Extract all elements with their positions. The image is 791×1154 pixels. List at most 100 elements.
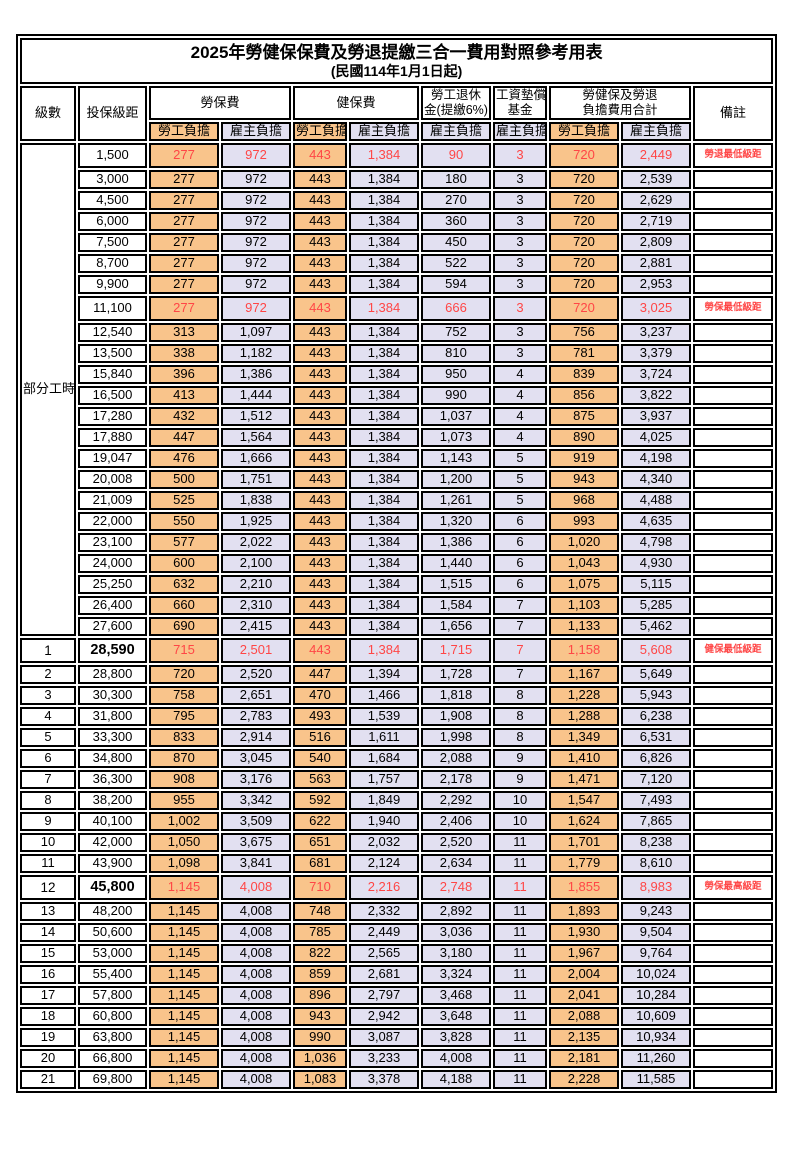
- remark-cell: [693, 664, 774, 684]
- value-cell: 781: [549, 343, 619, 363]
- value-cell: 493: [293, 706, 347, 726]
- value-cell: 1,384: [349, 142, 419, 168]
- value-cell: 11: [493, 922, 547, 942]
- remark-cell: [693, 469, 774, 489]
- header-labor-insurance: 勞保費: [149, 86, 291, 120]
- value-cell: 500: [149, 469, 219, 489]
- value-cell: 972: [221, 211, 291, 231]
- value-cell: 11,585: [621, 1069, 691, 1089]
- value-cell: 720: [549, 142, 619, 168]
- value-cell: 600: [149, 553, 219, 573]
- value-cell: 1,757: [349, 769, 419, 789]
- value-cell: 720: [549, 232, 619, 252]
- value-cell: 1,384: [349, 253, 419, 273]
- value-cell: 443: [293, 511, 347, 531]
- value-cell: 11: [493, 1027, 547, 1047]
- value-cell: 2,783: [221, 706, 291, 726]
- value-cell: 516: [293, 727, 347, 747]
- value-cell: 2,942: [349, 1006, 419, 1026]
- value-cell: 2,032: [349, 832, 419, 852]
- bracket-cell: 55,400: [78, 964, 147, 984]
- remark-cell: [693, 790, 774, 810]
- value-cell: 8: [493, 727, 547, 747]
- value-cell: 9,764: [621, 943, 691, 963]
- value-cell: 470: [293, 685, 347, 705]
- level-cell: 19: [20, 1027, 76, 1047]
- value-cell: 1,145: [149, 1006, 219, 1026]
- value-cell: 4,008: [421, 1048, 491, 1068]
- value-cell: 1,037: [421, 406, 491, 426]
- value-cell: 1,384: [349, 532, 419, 552]
- remark-cell: [693, 406, 774, 426]
- remark-cell: [693, 853, 774, 873]
- value-cell: 2,135: [549, 1027, 619, 1047]
- bracket-cell: 66,800: [78, 1048, 147, 1068]
- value-cell: 4,008: [221, 1048, 291, 1068]
- value-cell: 277: [149, 253, 219, 273]
- value-cell: 6,826: [621, 748, 691, 768]
- table-row: 25,250 632 2,210 443 1,384 1,515 6 1,075 5,115: [20, 574, 774, 594]
- bracket-cell: 1,500: [78, 142, 147, 168]
- value-cell: 277: [149, 232, 219, 252]
- value-cell: 1,143: [421, 448, 491, 468]
- value-cell: 4: [493, 364, 547, 384]
- value-cell: 3,045: [221, 748, 291, 768]
- header-total-line2: 負擔費用合計: [582, 103, 658, 117]
- value-cell: 4,008: [221, 901, 291, 921]
- value-cell: 4,008: [221, 874, 291, 900]
- value-cell: 4,798: [621, 532, 691, 552]
- table-row: 23,100 577 2,022 443 1,384 1,386 6 1,020 4,798: [20, 532, 774, 552]
- value-cell: 396: [149, 364, 219, 384]
- value-cell: 4,930: [621, 553, 691, 573]
- value-cell: 313: [149, 322, 219, 342]
- value-cell: 720: [549, 169, 619, 189]
- value-cell: 2,216: [349, 874, 419, 900]
- value-cell: 1,036: [293, 1048, 347, 1068]
- value-cell: 2,881: [621, 253, 691, 273]
- bracket-cell: 20,008: [78, 469, 147, 489]
- value-cell: 11: [493, 1069, 547, 1089]
- table-row: 4,500 277 972 443 1,384 270 3 720 2,629: [20, 190, 774, 210]
- value-cell: 2,449: [349, 922, 419, 942]
- value-cell: 1,930: [549, 922, 619, 942]
- value-cell: 4,635: [621, 511, 691, 531]
- remark-cell: 勞保最高級距: [693, 874, 774, 900]
- value-cell: 2,228: [549, 1069, 619, 1089]
- value-cell: 7,120: [621, 769, 691, 789]
- value-cell: 1,849: [349, 790, 419, 810]
- bracket-cell: 13,500: [78, 343, 147, 363]
- bracket-cell: 15,840: [78, 364, 147, 384]
- value-cell: 1,998: [421, 727, 491, 747]
- bracket-cell: 7,500: [78, 232, 147, 252]
- table-row: 4 31,800 795 2,783 493 1,539 1,908 8 1,288 6,238: [20, 706, 774, 726]
- header-wage-fund: 工資墊償 基金: [493, 86, 547, 120]
- value-cell: 795: [149, 706, 219, 726]
- value-cell: 1,855: [549, 874, 619, 900]
- value-cell: 3: [493, 295, 547, 321]
- remark-cell: [693, 1006, 774, 1026]
- value-cell: 413: [149, 385, 219, 405]
- value-cell: 1,145: [149, 964, 219, 984]
- header-level: 級數: [20, 86, 76, 141]
- table-row: 15,840 396 1,386 443 1,384 950 4 839 3,724: [20, 364, 774, 384]
- table-row: 20 66,800 1,145 4,008 1,036 3,233 4,008 11 2,181…: [20, 1048, 774, 1068]
- value-cell: 577: [149, 532, 219, 552]
- value-cell: 1,715: [421, 637, 491, 663]
- table-row: 12,540 313 1,097 443 1,384 752 3 756 3,237: [20, 322, 774, 342]
- table-row: 12 45,800 1,145 4,008 710 2,216 2,748 11 1,855 8,…: [20, 874, 774, 900]
- subheader-fund-employer: 雇主負擔: [493, 122, 547, 141]
- value-cell: 4: [493, 385, 547, 405]
- remark-cell: [693, 922, 774, 942]
- value-cell: 8,610: [621, 853, 691, 873]
- value-cell: 1,182: [221, 343, 291, 363]
- remark-cell: [693, 322, 774, 342]
- subheader-li-employee: 勞工負擔: [149, 122, 219, 141]
- value-cell: 1,684: [349, 748, 419, 768]
- bracket-cell: 33,300: [78, 727, 147, 747]
- value-cell: 1,838: [221, 490, 291, 510]
- value-cell: 3,468: [421, 985, 491, 1005]
- value-cell: 1,145: [149, 874, 219, 900]
- table-row: 19 63,800 1,145 4,008 990 3,087 3,828 11 2,135 10…: [20, 1027, 774, 1047]
- value-cell: 972: [221, 295, 291, 321]
- value-cell: 443: [293, 190, 347, 210]
